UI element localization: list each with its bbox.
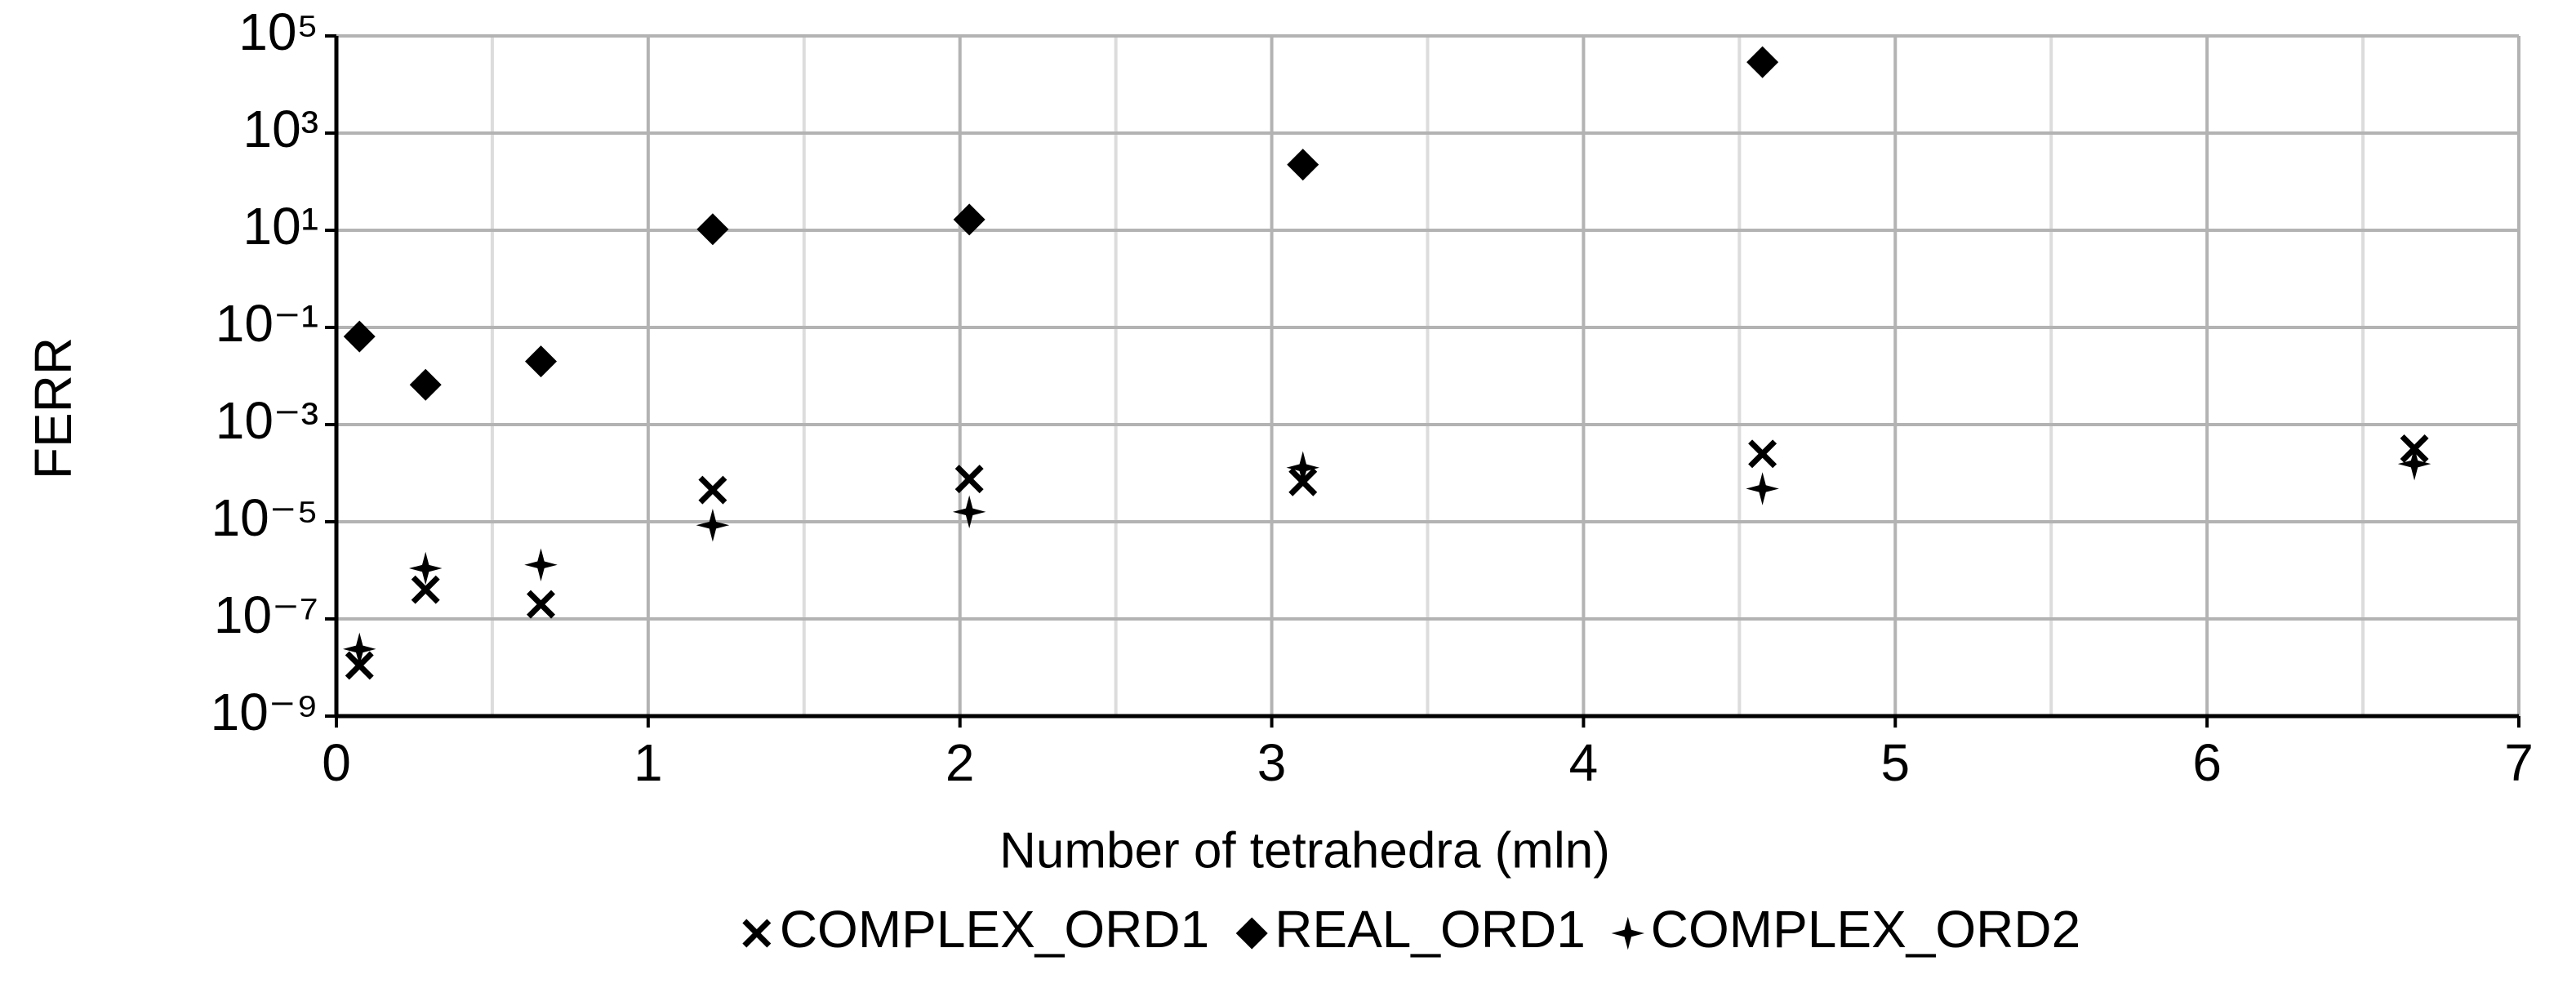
- legend-label: REAL_ORD1: [1275, 900, 1586, 959]
- legend-item: COMPLEX_ORD1: [742, 900, 1209, 959]
- y-tick-label: 10⁻¹: [216, 294, 318, 353]
- marker: [524, 345, 557, 378]
- legend-marker: [1235, 917, 1268, 950]
- x-axis-title: Number of tetrahedra (mln): [999, 822, 1610, 879]
- marker: [1287, 149, 1319, 181]
- marker: [1748, 439, 1777, 469]
- y-axis-title: FERR: [24, 337, 82, 479]
- marker: [2397, 447, 2431, 481]
- marker: [952, 495, 986, 529]
- y-tick-label: 10⁵: [238, 2, 318, 61]
- x-tick-label: 2: [945, 733, 975, 792]
- legend-marker: [742, 919, 772, 948]
- legend-item: COMPLEX_ORD2: [1611, 900, 2080, 959]
- x-tick-label: 6: [2192, 733, 2222, 792]
- marker: [954, 465, 984, 494]
- x-tick-label: 4: [1569, 733, 1599, 792]
- marker: [696, 508, 730, 542]
- x-tick-label: 7: [2504, 733, 2534, 792]
- marker: [527, 590, 555, 619]
- y-tick-label: 10⁻⁷: [214, 585, 318, 644]
- marker: [343, 632, 376, 666]
- marker: [408, 551, 443, 585]
- marker: [953, 203, 985, 236]
- marker: [1286, 451, 1320, 484]
- y-tick-label: 10³: [243, 100, 319, 158]
- y-tick-label: 10⁻³: [216, 391, 318, 450]
- y-tick-label: 10⁻⁵: [211, 488, 319, 547]
- x-tick-label: 1: [634, 733, 663, 792]
- y-tick-label: 10⁻⁹: [211, 683, 318, 741]
- marker: [411, 575, 440, 604]
- marker: [524, 548, 558, 581]
- legend-marker: [1611, 916, 1645, 950]
- legend-item: REAL_ORD1: [1235, 900, 1586, 959]
- x-tick-label: 0: [322, 733, 351, 792]
- marker: [696, 213, 729, 246]
- marker: [343, 320, 376, 353]
- marker: [1746, 46, 1779, 78]
- legend-label: COMPLEX_ORD2: [1651, 900, 2080, 959]
- legend: COMPLEX_ORD1 REAL_ORD1 COMPLEX_ORD2: [742, 900, 2080, 959]
- marker: [698, 475, 727, 505]
- marker: [409, 368, 442, 401]
- legend-label: COMPLEX_ORD1: [780, 900, 1209, 959]
- x-tick-label: 5: [1880, 733, 1910, 792]
- marker: [1746, 472, 1779, 505]
- y-tick-label: 10¹: [243, 197, 319, 256]
- x-tick-label: 3: [1257, 733, 1287, 792]
